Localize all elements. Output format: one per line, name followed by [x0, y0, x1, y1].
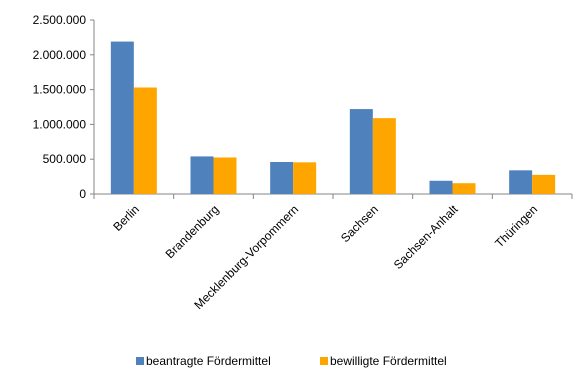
axes	[90, 19, 573, 199]
bar-beantragt	[110, 41, 134, 194]
legend-label: bewilligte Fördermittel	[330, 354, 447, 368]
bar-beantragt	[270, 161, 294, 194]
bar-beantragt	[429, 180, 453, 194]
x-tick-label: Sachsen	[338, 202, 381, 245]
x-tick-label: Brandenburg	[163, 202, 222, 261]
bar-bewilligt	[532, 174, 556, 194]
bar-beantragt	[190, 156, 214, 194]
bar-beantragt	[349, 109, 373, 194]
y-tick-label: 0	[79, 187, 86, 201]
bar-beantragt	[509, 170, 533, 194]
y-tick-label: 2.500.000	[33, 13, 87, 27]
legend: beantragte Fördermittel bewilligte Förder…	[136, 354, 447, 368]
bar-bewilligt	[293, 162, 317, 194]
legend-swatch	[320, 357, 328, 365]
bar-bewilligt	[133, 87, 157, 194]
x-tick-label: Sachsen-Anhalt	[391, 202, 461, 272]
x-tick-label: Berlin	[110, 202, 142, 234]
y-tick-label: 500.000	[43, 152, 87, 166]
y-tick-label: 1.500.000	[33, 83, 87, 97]
y-tick-label: 1.000.000	[33, 117, 87, 131]
x-tick-label: Thüringen	[492, 202, 540, 250]
bar-bewilligt	[452, 183, 476, 194]
bar-bewilligt	[372, 118, 396, 194]
legend-swatch	[136, 357, 144, 365]
bars	[110, 41, 556, 194]
bar-bewilligt	[213, 157, 237, 194]
legend-label: beantragte Fördermittel	[146, 354, 271, 368]
y-tick-label: 2.000.000	[33, 48, 87, 62]
